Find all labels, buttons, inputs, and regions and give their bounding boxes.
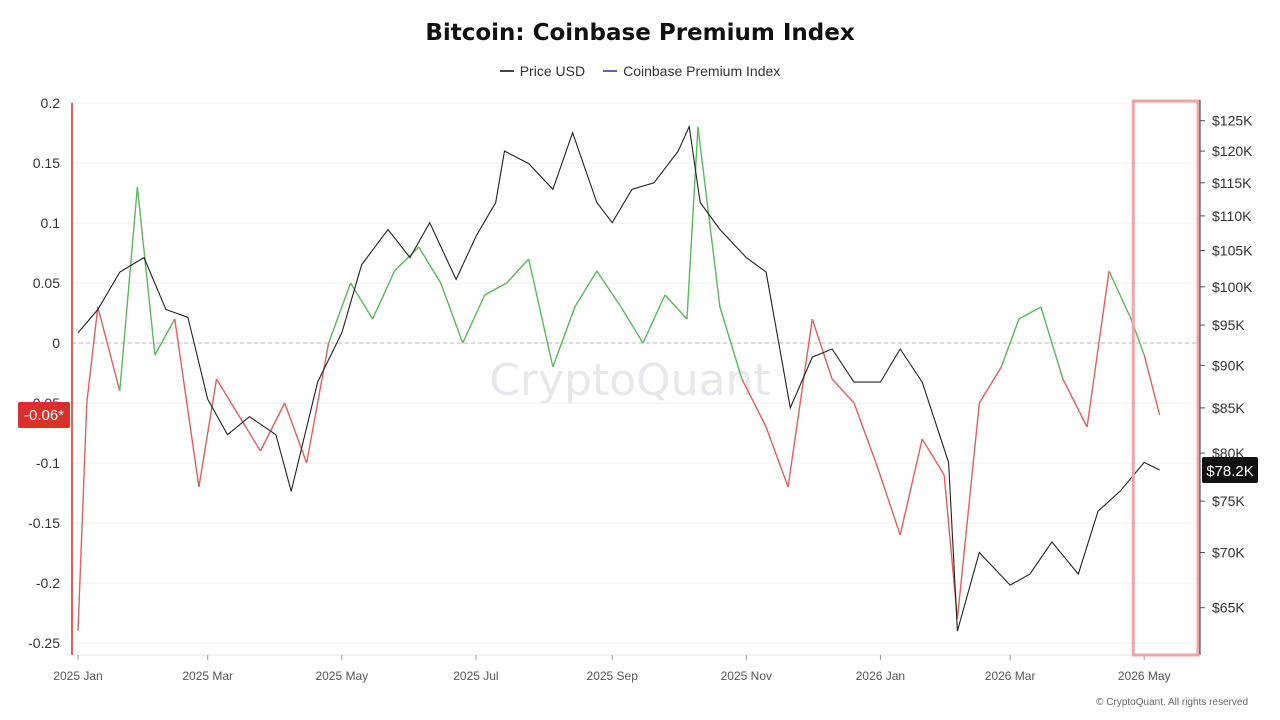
premium-segment (394, 246, 420, 272)
y-left-tick-label: -0.2 (36, 575, 60, 591)
premium-segment (198, 378, 218, 488)
x-tick-label: 2026 Jan (856, 669, 905, 683)
premium-segment (119, 186, 139, 392)
premium-segment (1062, 378, 1088, 428)
premium-segment (462, 294, 486, 344)
x-tick-label: 2025 Mar (182, 669, 233, 683)
premium-segment (697, 126, 721, 308)
y-right-tick-label: $70K (1212, 545, 1245, 561)
premium-segment (77, 402, 88, 632)
premium-segment (527, 258, 554, 368)
premium-segment (620, 306, 644, 344)
y-left-tick-label: -0.15 (28, 515, 60, 531)
left-value-badge (18, 402, 70, 428)
y-right-tick-label: $85K (1212, 400, 1245, 416)
y-left-tick-label: -0.1 (36, 455, 60, 471)
y-left-tick-label: 0.05 (33, 275, 60, 291)
premium-segment (853, 402, 877, 464)
legend-swatch-price (499, 70, 514, 72)
x-tick-label: 2026 May (1118, 669, 1171, 683)
premium-segment (440, 282, 464, 344)
premium-segment (956, 402, 981, 620)
x-tick-label: 2025 May (315, 669, 368, 683)
left-value-badge-label: -0.06* (24, 407, 64, 424)
legend-item-premium[interactable]: Coinbase Premium Index (603, 63, 780, 79)
y-right-tick-label: $90K (1212, 357, 1245, 373)
premium-segment (741, 378, 767, 428)
y-left-tick-label: 0.1 (41, 215, 61, 231)
premium-segment (574, 270, 598, 308)
watermark-text: CryptoQuant (489, 355, 771, 406)
y-right-tick-label: $65K (1212, 600, 1245, 616)
legend: Price USD Coinbase Premium Index (0, 63, 1280, 79)
premium-segment (215, 378, 240, 416)
y-left-tick-label: 0.15 (33, 155, 60, 171)
price-line (77, 124, 1160, 632)
y-right-tick-label: $125K (1212, 113, 1253, 129)
premium-segment (787, 318, 813, 488)
premium-segment (899, 438, 923, 536)
premium-segment (371, 270, 396, 320)
premium-segment (686, 126, 699, 320)
premium-segment (237, 414, 262, 452)
premium-segment (811, 318, 833, 380)
y-right-tick-label: $110K (1212, 208, 1252, 224)
legend-item-price[interactable]: Price USD (499, 63, 586, 79)
premium-segment (642, 294, 666, 344)
premium-segment (327, 282, 352, 344)
premium-segment (418, 246, 442, 284)
x-tick-label: 2025 Nov (721, 669, 772, 683)
premium-segment (1040, 306, 1064, 380)
y-left-tick-label: -0.25 (28, 635, 60, 651)
premium-segment (765, 426, 789, 488)
chart-title: Bitcoin: Coinbase Premium Index (425, 20, 855, 46)
y-left-tick-label: 0 (52, 335, 60, 351)
premium-segment (1143, 354, 1161, 416)
highlight-box (1131, 99, 1200, 657)
legend-label-premium: Coinbase Premium Index (623, 63, 781, 79)
copyright-text: © CryptoQuant. All rights reserved (1096, 697, 1248, 708)
right-value-badge (1202, 456, 1258, 483)
premium-segment (174, 318, 200, 488)
premium-segment (506, 258, 530, 284)
y-right-tick-label: $100K (1212, 279, 1253, 295)
premium-segment (875, 462, 901, 536)
premium-segment (259, 402, 286, 452)
premium-segment (552, 306, 576, 368)
right-value-badge-label: $78.2K (1206, 463, 1254, 480)
premium-segment (596, 270, 622, 308)
premium-segment (831, 378, 855, 404)
premium-segment (1086, 270, 1110, 428)
premium-segment (97, 306, 121, 392)
y-right-tick-label: $75K (1212, 493, 1245, 509)
y-right-tick-label: $95K (1212, 317, 1245, 333)
premium-segment (136, 186, 156, 356)
premium-segment (719, 306, 743, 380)
premium-segment (350, 282, 374, 320)
premium-segment (978, 366, 1002, 404)
y-right-tick-label: $120K (1212, 143, 1253, 159)
premium-segment (1108, 270, 1132, 320)
premium-segment (921, 438, 945, 476)
x-tick-label: 2025 Sep (587, 669, 639, 683)
premium-segment (305, 342, 330, 464)
legend-label-price: Price USD (519, 63, 586, 79)
premium-segment (664, 294, 688, 320)
premium-segment (1000, 318, 1020, 368)
premium-segment (86, 306, 99, 404)
premium-segment (283, 402, 308, 464)
x-tick-label: 2025 Jul (453, 669, 498, 683)
x-tick-label: 2026 Mar (985, 669, 1036, 683)
premium-segment (484, 282, 508, 296)
premium-segment (1018, 306, 1042, 320)
x-tick-label: 2025 Jan (53, 669, 102, 683)
legend-swatch-premium (603, 70, 618, 72)
y-right-tick-label: $105K (1212, 243, 1253, 259)
y-right-tick-label: $115K (1212, 175, 1252, 191)
premium-segment (154, 318, 176, 356)
y-left-tick-label: 0.2 (41, 95, 61, 111)
